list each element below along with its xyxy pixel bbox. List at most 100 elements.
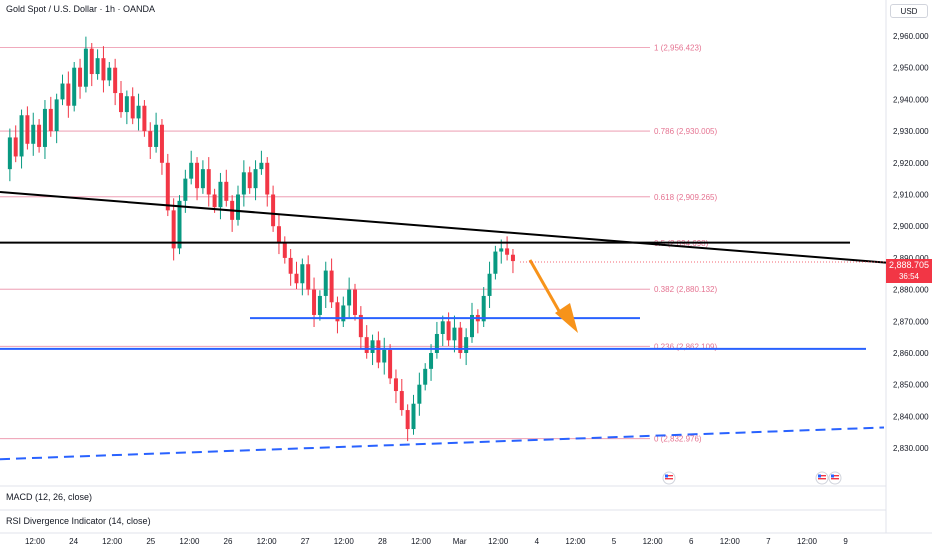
price-tick-label: 2,960.000 (893, 32, 929, 41)
candle-body (429, 353, 434, 369)
time-tick-label: 12:00 (488, 537, 509, 546)
candle-body (382, 349, 387, 363)
candle-body (487, 273, 492, 296)
bar-countdown: 36:54 (898, 272, 920, 281)
candle-body (89, 48, 94, 75)
candle-body (353, 289, 357, 315)
time-tick-label: 28 (378, 537, 387, 546)
currency-button[interactable]: USD (890, 4, 928, 18)
candle-body (481, 295, 486, 322)
candle-body (265, 162, 270, 195)
price-tick-label: 2,930.000 (893, 127, 929, 136)
candle-body (399, 391, 404, 411)
candle-body (142, 105, 147, 132)
time-tick-label: 12:00 (411, 537, 432, 546)
time-tick-label: 12:00 (334, 537, 355, 546)
time-tick-label: 5 (612, 537, 617, 546)
candle-body (510, 254, 515, 262)
candle-body (183, 178, 188, 201)
candle-body (505, 248, 510, 255)
candle-body (306, 264, 311, 290)
candle-body (370, 340, 375, 353)
candle-body (341, 305, 346, 322)
candle-body (78, 67, 83, 87)
projection-arrow-shaft (528, 259, 565, 319)
candle-body (95, 58, 100, 75)
candle-body (236, 194, 240, 220)
candle-body (54, 99, 59, 132)
candle-body (458, 327, 463, 353)
time-tick-label: 9 (843, 537, 848, 546)
candle-body (259, 162, 264, 170)
candle-body (189, 162, 194, 179)
us-flag-canton (665, 474, 668, 478)
candle-body (247, 172, 252, 189)
candle-body (446, 321, 451, 341)
candle-body (154, 124, 159, 147)
price-tick-label: 2,840.000 (893, 412, 929, 421)
candle-body (165, 162, 170, 211)
candle-body (317, 295, 322, 315)
candle-body (388, 349, 393, 379)
rsi-label[interactable]: RSI Divergence Indicator (14, close) (6, 516, 151, 526)
candle-body (148, 131, 153, 147)
candle-body (335, 302, 340, 322)
fib-level-label: 0 (2,832.976) (654, 435, 702, 444)
fib-level-label: 0.236 (2,862.109) (654, 342, 717, 351)
candle-body (423, 368, 428, 385)
time-tick-label: 26 (224, 537, 233, 546)
candle-body (130, 96, 135, 119)
price-tick-label: 2,880.000 (893, 286, 929, 295)
price-tick-label: 2,830.000 (893, 444, 929, 453)
candle-body (300, 264, 305, 284)
candle-body (358, 314, 363, 338)
us-flag-canton (831, 474, 834, 478)
fib-level-label: 0.786 (2,930.005) (654, 127, 717, 136)
candle-body (271, 194, 276, 227)
us-flag-canton (818, 474, 821, 478)
dashed-rising-trendline (0, 426, 885, 461)
candle-body (177, 200, 182, 249)
price-tick-label: 2,920.000 (893, 159, 929, 168)
price-tick-label: 2,860.000 (893, 349, 929, 358)
candle-body (107, 67, 112, 81)
candle-body (31, 124, 36, 144)
time-tick-label: 27 (301, 537, 310, 546)
candle-body (119, 93, 123, 113)
time-tick-label: 12:00 (720, 537, 741, 546)
candle-body (376, 340, 381, 363)
symbol-title[interactable]: Gold Spot / U.S. Dollar · 1h · OANDA (6, 4, 156, 14)
candle-body (136, 105, 141, 119)
fib-level-label: 0.382 (2,880.132) (654, 285, 717, 294)
fib-level-label: 1 (2,956.423) (654, 43, 702, 52)
projection-arrow-head (555, 303, 578, 333)
candle-body (224, 181, 229, 201)
price-tick-label: 2,870.000 (893, 317, 929, 326)
candle-body (113, 67, 118, 94)
time-tick-label: Mar (453, 537, 467, 546)
candle-body (329, 270, 334, 303)
candle-body (364, 337, 369, 353)
descending-trendline (0, 190, 887, 264)
candle-body (7, 137, 12, 170)
time-tick-label: 12:00 (102, 537, 123, 546)
time-tick-label: 12:00 (25, 537, 46, 546)
candle-body (212, 194, 217, 208)
candle-body (13, 137, 18, 157)
us-flag-stripe (665, 478, 673, 480)
candle-body (417, 384, 422, 404)
us-flag-stripe (818, 475, 826, 477)
candle-body (464, 337, 469, 353)
time-tick-label: 12:00 (565, 537, 586, 546)
macd-label[interactable]: MACD (12, 26, close) (6, 492, 93, 502)
candle-body (470, 314, 474, 338)
candle-body (42, 108, 47, 147)
time-tick-label: 4 (535, 537, 540, 546)
candle-body (282, 242, 287, 258)
us-flag-stripe (831, 478, 839, 480)
candle-body (101, 58, 106, 81)
candle-body (405, 410, 410, 430)
candle-body (83, 48, 88, 87)
price-tick-label: 2,910.000 (893, 191, 929, 200)
